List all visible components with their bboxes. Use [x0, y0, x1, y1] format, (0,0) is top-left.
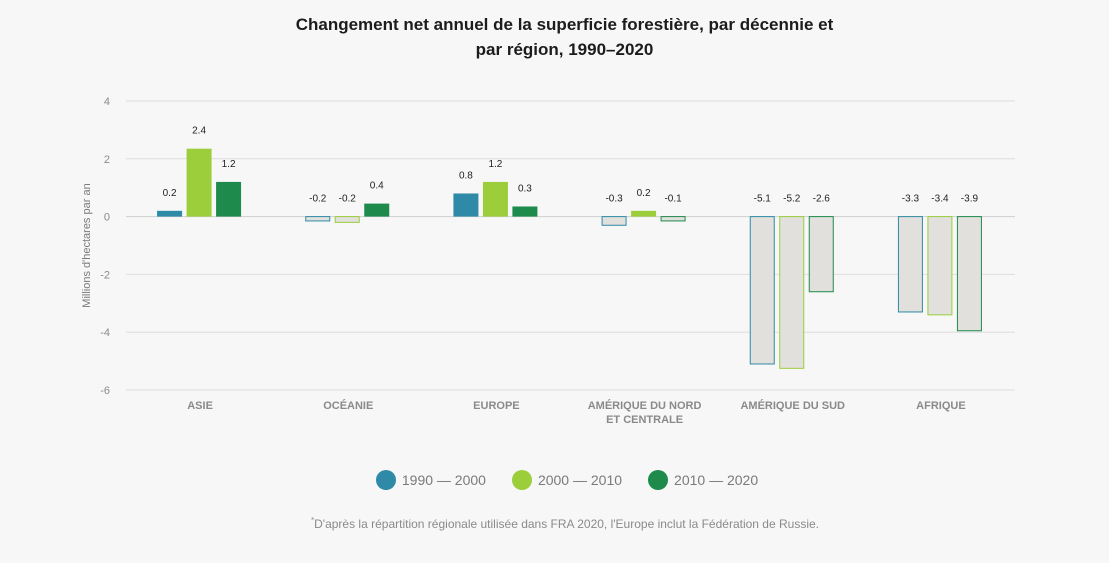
footnote-marker: *: [311, 516, 315, 525]
category-label: ET CENTRALE: [606, 414, 683, 426]
data-label: -2.6: [813, 194, 831, 205]
bar: [512, 206, 538, 217]
category-label: EUROPE: [473, 400, 519, 412]
legend-item: 1990 — 2000: [375, 470, 486, 490]
data-label: 0.4: [370, 181, 384, 192]
legend-label: 1990 — 2000: [401, 472, 486, 488]
data-label: -0.2: [339, 194, 357, 205]
data-label: 0.2: [637, 188, 651, 199]
legend-label: 2000 — 2010: [537, 472, 623, 488]
bar: [631, 210, 657, 217]
data-label: -5.2: [783, 194, 801, 205]
y-tick-label: 0: [104, 212, 110, 224]
footnote-text: D'après la répartition régionale utilisé…: [314, 517, 819, 531]
bar: [897, 216, 923, 313]
footnote: *D'après la répartition régionale utilis…: [0, 516, 1109, 531]
chart-title: Changement net annuel de la superficie f…: [0, 12, 1109, 62]
data-label: -3.9: [961, 194, 979, 205]
y-tick-label: -4: [100, 327, 110, 339]
chart-title-line-1: Changement net annuel de la superficie f…: [295, 15, 834, 34]
data-label: -5.1: [754, 194, 772, 205]
bar: [216, 181, 242, 217]
legend-swatch: [648, 470, 669, 490]
bar: [779, 216, 805, 369]
legend-label: 2010 — 2020: [674, 472, 759, 488]
bar-chart: 4 2 0 -2 -4 -6 Millions d'hectares par an 0.2 2.…: [81, 96, 1015, 426]
data-label: 1.2: [488, 159, 502, 170]
bar: [927, 216, 953, 316]
category-label: AMÉRIQUE DU SUD: [740, 399, 845, 412]
legend-swatch: [511, 470, 532, 490]
bar: [956, 216, 982, 332]
data-label: -3.3: [902, 194, 920, 205]
y-tick-label: 4: [104, 96, 110, 108]
category-label: AMÉRIQUE DU NORD: [588, 399, 702, 412]
legend-swatch: [375, 470, 396, 490]
legend-item: 2000 — 2010: [511, 470, 623, 490]
bar: [749, 216, 775, 365]
data-label: -0.3: [605, 194, 623, 205]
data-label: -0.1: [664, 194, 682, 205]
bar: [334, 216, 360, 223]
category-label: OCÉANIE: [323, 399, 373, 412]
data-label: -0.2: [309, 194, 327, 205]
bar: [660, 216, 686, 222]
chart-legend: 1990 — 2000 2000 — 2010 2010 — 2020: [0, 470, 1109, 490]
bar: [364, 203, 390, 217]
data-label: 0.2: [163, 188, 177, 199]
bar: [601, 216, 627, 226]
data-label: -3.4: [931, 194, 949, 205]
category-label: AFRIQUE: [916, 400, 966, 412]
bar: [482, 181, 508, 217]
data-label: 1.2: [222, 159, 236, 170]
y-axis-label: Millions d'hectares par an: [81, 183, 93, 307]
bar: [453, 193, 479, 217]
data-label: 2.4: [192, 126, 206, 137]
y-tick-label: -6: [100, 385, 110, 397]
y-tick-label: -2: [100, 269, 110, 281]
category-label: ASIE: [187, 400, 213, 412]
data-label: 0.3: [518, 183, 532, 194]
bar: [305, 216, 331, 222]
bar: [157, 210, 183, 217]
bar: [808, 216, 834, 293]
legend-item: 2010 — 2020: [648, 470, 758, 490]
y-tick-label: 2: [104, 154, 110, 166]
chart-title-line-2: par région, 1990–2020: [475, 40, 654, 59]
bar: [186, 148, 212, 217]
data-label: 0.8: [459, 170, 473, 181]
